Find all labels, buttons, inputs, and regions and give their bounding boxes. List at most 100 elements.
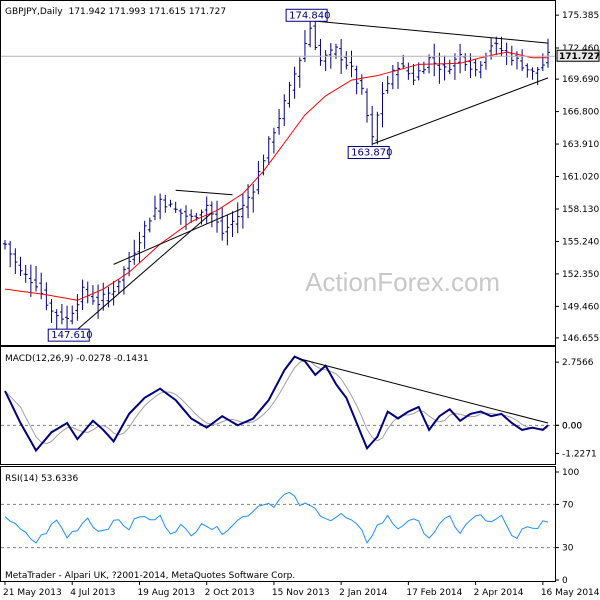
rsi-line <box>4 491 549 544</box>
price-bar <box>96 284 101 319</box>
price-bar <box>292 66 297 99</box>
watermark: ActionForex.com <box>305 267 500 297</box>
price-bar <box>163 194 168 213</box>
price-bar <box>18 256 23 276</box>
price-bar <box>266 136 271 165</box>
macd-signal-line <box>4 359 549 445</box>
price-bar <box>65 305 70 329</box>
rsi-y-tick: 70 <box>562 500 574 510</box>
price-bar <box>54 309 59 330</box>
macd-y-tick: 2.7566 <box>562 358 594 368</box>
price-bar <box>416 62 421 81</box>
x-tick-label: 19 Aug 2013 <box>137 588 195 598</box>
moving-average-line <box>4 51 548 301</box>
price-bar <box>344 51 349 70</box>
rsi-pane <box>0 466 556 582</box>
price-bar <box>323 50 328 72</box>
current-price-box-bg <box>556 49 600 62</box>
price-y-tick: 158.130 <box>562 205 599 215</box>
macd-y-tick: -1.2271 <box>562 449 597 459</box>
x-tick-label: 2 Oct 2013 <box>205 588 255 598</box>
price-bar <box>101 282 106 311</box>
price-bar <box>90 285 95 305</box>
price-bar <box>251 183 256 213</box>
price-bar <box>520 49 525 72</box>
x-tick-label: 17 Feb 2014 <box>406 588 462 598</box>
price-y-tick: 175.385 <box>562 11 599 21</box>
price-bar <box>447 59 452 75</box>
price-bar <box>390 64 395 90</box>
price-annotation: 174.840 <box>285 8 330 22</box>
price-y-tick: 169.690 <box>562 75 599 85</box>
price-bar <box>458 43 463 74</box>
rsi-y-tick: 100 <box>562 468 579 478</box>
macd-trendline <box>299 358 549 424</box>
price-y-tick: 161.020 <box>562 173 599 183</box>
rsi-label: RSI(14) 53.6336 <box>5 474 78 484</box>
current-price-label: 171.727 <box>559 52 600 62</box>
price-bar <box>23 264 28 283</box>
price-bar <box>80 279 85 311</box>
price-bar <box>380 82 385 128</box>
x-tick-label: 2 Apr 2014 <box>474 588 524 598</box>
price-bar <box>137 231 142 263</box>
price-bar <box>225 215 230 246</box>
price-trendline <box>113 207 244 265</box>
price-y-tick: 166.800 <box>562 108 599 118</box>
price-annotation-label: 174.840 <box>289 10 330 21</box>
price-bar <box>49 298 54 323</box>
price-bar <box>308 21 313 48</box>
price-bar <box>147 217 152 233</box>
x-tick-label: 21 May 2013 <box>3 588 62 598</box>
x-tick-label: 16 May 2014 <box>541 588 600 598</box>
price-bar <box>28 264 33 297</box>
price-bar <box>215 200 220 233</box>
macd-y-tick: 0.00 <box>562 421 582 431</box>
price-bar <box>432 43 437 77</box>
price-bar <box>396 61 401 89</box>
price-bar <box>277 108 282 135</box>
price-trendline <box>310 20 549 44</box>
x-tick-label: 2 Jan 2014 <box>339 588 387 598</box>
price-bar <box>370 105 375 146</box>
price-bar <box>75 294 80 321</box>
macd-series <box>1 355 555 453</box>
price-bar <box>525 63 530 78</box>
price-trendline <box>71 212 213 335</box>
price-annotation-box <box>47 328 90 342</box>
price-bar <box>240 193 245 229</box>
price-bar <box>406 62 411 80</box>
x-tick-label: 15 Nov 2013 <box>272 588 330 598</box>
price-bar <box>437 52 442 84</box>
footer-copyright: MetaTrader - Alpari UK, ?2001-2014, Meta… <box>5 571 295 581</box>
rsi-y-tick: 0 <box>562 576 568 586</box>
price-bar <box>173 201 178 213</box>
price-annotation-label: 147.610 <box>51 330 92 341</box>
macd-y-tick: 0.00 <box>562 421 582 431</box>
price-bar <box>168 199 173 208</box>
price-bar <box>235 202 240 234</box>
price-bar <box>70 305 75 325</box>
rsi-y-tick: 30 <box>562 544 574 554</box>
price-bar <box>132 239 137 265</box>
price-bar <box>349 50 354 78</box>
price-bar <box>494 36 499 56</box>
price-bar <box>59 303 64 325</box>
price-y-tick: 172.460 <box>562 44 599 54</box>
price-bar <box>116 279 121 294</box>
axis-labels: 175.385 172.460 169.690 166.800 163.910 161.0… <box>3 11 600 598</box>
price-bar <box>282 94 287 127</box>
price-bar <box>359 74 364 95</box>
price-annotation-box <box>347 146 390 160</box>
price-series: 174.840 163.870 147.610 <box>1 8 555 342</box>
price-y-tick: 163.910 <box>562 140 599 150</box>
symbol-label: GBPJPY,Daily 171.942 171.993 171.615 171.… <box>5 7 226 17</box>
price-y-tick: 155.240 <box>562 237 599 247</box>
price-bar <box>209 201 214 228</box>
price-bar <box>178 208 183 225</box>
macd-label: MACD(12,26,9) -0.0278 -0.1431 <box>5 354 149 364</box>
price-bar <box>204 196 209 224</box>
price-bar <box>468 53 473 78</box>
rsi-series <box>1 491 555 549</box>
price-bar <box>530 67 535 80</box>
